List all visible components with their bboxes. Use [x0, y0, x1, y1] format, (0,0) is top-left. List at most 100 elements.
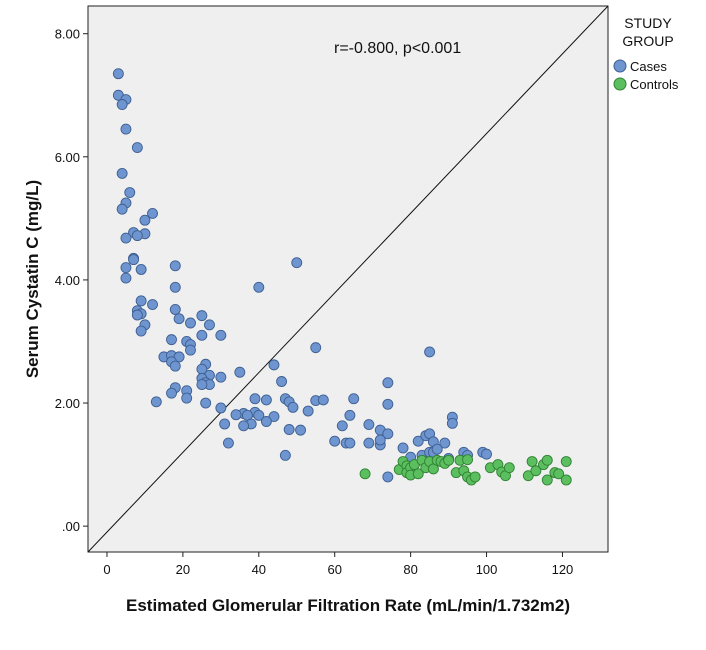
- data-point-cases: [382, 398, 394, 410]
- data-point-cases: [181, 392, 193, 404]
- data-point-cases: [120, 262, 132, 274]
- data-point-cases: [215, 402, 227, 414]
- data-point-cases: [124, 187, 136, 198]
- data-point-cases: [196, 310, 208, 322]
- data-point-cases: [336, 420, 348, 432]
- data-point-controls: [412, 468, 424, 480]
- data-points: [112, 68, 572, 486]
- data-point-cases: [120, 232, 132, 244]
- data-point-cases: [215, 329, 227, 341]
- data-point-cases: [116, 167, 128, 179]
- data-point-cases: [131, 142, 143, 154]
- legend-label-cases: Cases: [630, 59, 667, 74]
- x-tick-label: 60: [327, 562, 341, 577]
- data-point-cases: [481, 448, 492, 460]
- data-point-cases: [431, 443, 443, 455]
- data-point-cases: [147, 207, 158, 219]
- data-point-cases: [166, 334, 177, 346]
- data-point-controls: [553, 468, 565, 480]
- data-point-cases: [204, 319, 215, 331]
- y-axis: .00 2.00 4.00 6.00 8.00: [55, 27, 88, 534]
- x-tick-label: 100: [476, 562, 498, 577]
- data-point-cases: [344, 437, 356, 449]
- y-axis-title: Serum Cystatin C (mg/L): [23, 180, 42, 378]
- data-point-cases: [412, 435, 424, 447]
- data-point-cases: [200, 397, 212, 409]
- data-point-cases: [397, 442, 409, 454]
- data-point-cases: [234, 366, 246, 378]
- data-point-cases: [238, 420, 250, 432]
- data-point-cases: [424, 346, 436, 358]
- legend-title-line-1: STUDY: [624, 15, 672, 31]
- correlation-annotation: r=-0.800, p<0.001: [334, 40, 461, 57]
- data-point-cases: [329, 435, 341, 447]
- data-point-cases: [260, 394, 272, 406]
- data-point-controls: [522, 470, 534, 482]
- data-point-cases: [173, 351, 185, 363]
- reference-line: [88, 6, 608, 552]
- data-point-controls: [560, 474, 572, 486]
- y-tick-label: 4.00: [55, 273, 80, 288]
- data-point-cases: [295, 424, 307, 436]
- data-point-cases: [302, 405, 314, 417]
- x-tick-label: 120: [552, 562, 574, 577]
- data-point-cases: [317, 394, 329, 406]
- data-point-cases: [116, 203, 128, 215]
- y-tick-label: 6.00: [55, 150, 80, 165]
- legend-label-controls: Controls: [630, 77, 679, 92]
- data-point-cases: [135, 295, 147, 307]
- legend-marker-cases: [613, 59, 627, 73]
- data-point-cases: [185, 344, 196, 356]
- data-point-cases: [446, 417, 458, 429]
- x-tick-label: 40: [252, 562, 266, 577]
- data-point-controls: [503, 462, 515, 474]
- data-point-cases: [287, 401, 299, 413]
- data-point-cases: [363, 437, 375, 449]
- data-point-cases: [166, 387, 177, 399]
- data-point-controls: [526, 456, 538, 467]
- legend: STUDY GROUP Cases Controls: [613, 15, 679, 92]
- data-point-cases: [135, 325, 147, 337]
- data-point-cases: [120, 123, 132, 135]
- legend-title-line-2: GROUP: [622, 33, 673, 49]
- data-point-cases: [196, 379, 208, 391]
- data-point-cases: [150, 396, 162, 408]
- x-axis-title: Estimated Glomerular Filtration Rate (mL…: [126, 596, 570, 615]
- data-point-cases: [185, 317, 196, 329]
- data-point-controls: [541, 474, 553, 486]
- data-point-cases: [169, 360, 181, 372]
- data-point-controls: [462, 454, 474, 466]
- y-tick-label: 2.00: [55, 396, 80, 411]
- data-point-controls: [541, 454, 553, 466]
- data-point-cases: [230, 409, 242, 421]
- data-point-cases: [382, 377, 394, 389]
- data-point-cases: [120, 272, 132, 284]
- data-point-cases: [196, 329, 208, 341]
- data-point-cases: [219, 418, 231, 430]
- y-tick-label: 8.00: [55, 27, 80, 42]
- data-point-cases: [253, 409, 265, 421]
- data-point-cases: [268, 411, 280, 423]
- data-point-controls: [443, 454, 455, 466]
- data-point-cases: [128, 254, 139, 266]
- data-point-cases: [363, 419, 375, 431]
- data-point-cases: [310, 342, 322, 354]
- data-point-cases: [131, 230, 143, 242]
- data-point-cases: [382, 428, 394, 440]
- data-point-cases: [344, 409, 356, 421]
- data-point-cases: [439, 437, 451, 449]
- x-tick-label: 80: [403, 562, 417, 577]
- data-point-cases: [279, 449, 291, 461]
- data-point-cases: [382, 471, 394, 483]
- data-point-cases: [249, 393, 261, 405]
- legend-marker-controls: [613, 77, 627, 91]
- data-point-controls: [560, 456, 572, 467]
- x-tick-label: 0: [103, 562, 110, 577]
- data-point-cases: [169, 281, 181, 293]
- data-point-cases: [139, 214, 151, 226]
- data-point-cases: [260, 416, 272, 427]
- data-point-cases: [374, 434, 386, 446]
- data-point-cases: [173, 313, 185, 325]
- data-point-cases: [116, 99, 128, 110]
